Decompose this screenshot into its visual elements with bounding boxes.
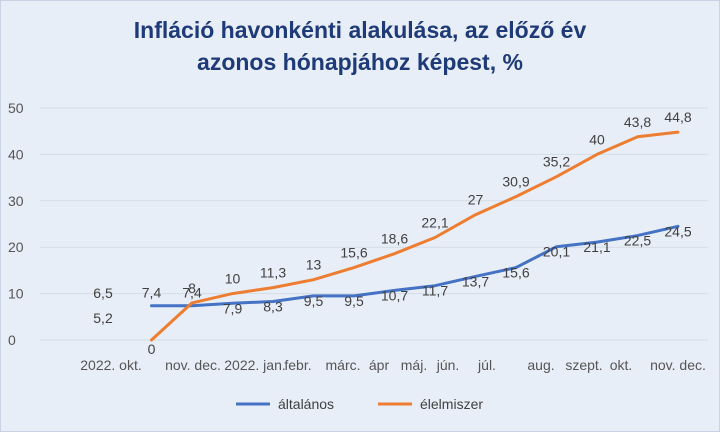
x-tick-label: márc. bbox=[326, 357, 361, 373]
data-label: 8 bbox=[188, 280, 196, 296]
data-label: 13 bbox=[306, 257, 322, 273]
x-tick-label: máj. bbox=[401, 357, 427, 373]
data-label: 27 bbox=[468, 192, 484, 208]
data-label: 21,1 bbox=[583, 239, 610, 255]
data-label: 6,5 bbox=[93, 285, 113, 301]
data-label: 0 bbox=[148, 341, 156, 357]
data-label: 35,2 bbox=[543, 154, 570, 170]
data-label: 44,8 bbox=[664, 109, 691, 125]
x-tick-label: nov. dec. bbox=[650, 357, 706, 373]
chart-title: Infláció havonkénti alakulása, az előző … bbox=[0, 14, 720, 78]
x-tick-label: nov. dec. bbox=[165, 357, 221, 373]
data-label: 15,6 bbox=[340, 245, 367, 261]
x-tick-label: ápr bbox=[369, 357, 390, 373]
series-line-élelmiszer bbox=[150, 130, 680, 342]
data-label: 7,4 bbox=[182, 285, 202, 301]
x-tick-label: szept. bbox=[565, 357, 602, 373]
data-label: 43,8 bbox=[624, 114, 651, 130]
data-label: 24,5 bbox=[664, 223, 691, 239]
data-label: 20,1 bbox=[543, 244, 570, 260]
y-tick-label: 20 bbox=[8, 239, 24, 255]
data-label: 11,7 bbox=[422, 283, 448, 299]
data-label: 9,5 bbox=[304, 293, 324, 309]
chart-title-line1: Infláció havonkénti alakulása, az előző … bbox=[133, 17, 587, 43]
series-line-általános bbox=[150, 224, 680, 308]
y-tick-label: 30 bbox=[8, 193, 24, 209]
data-label: 5,2 bbox=[93, 310, 113, 326]
x-tick-label: jún. bbox=[436, 357, 460, 373]
y-tick-label: 40 bbox=[8, 146, 24, 162]
data-label: 13,7 bbox=[462, 273, 489, 289]
data-label: 40 bbox=[589, 131, 605, 147]
data-label: 15,6 bbox=[502, 265, 529, 281]
data-label: 10 bbox=[225, 271, 241, 287]
data-label: 30,9 bbox=[502, 174, 529, 190]
chart-title-line2: azonos hónapjához képest, % bbox=[197, 49, 523, 75]
data-label: 22,5 bbox=[624, 233, 651, 249]
x-tick-label: aug. bbox=[527, 357, 554, 373]
y-tick-label: 10 bbox=[8, 286, 24, 302]
y-tick-label: 0 bbox=[8, 332, 16, 348]
data-label: 10,7 bbox=[381, 287, 408, 303]
data-label: 9,5 bbox=[344, 293, 364, 309]
x-tick-label: okt. bbox=[610, 357, 633, 373]
data-label: 7,9 bbox=[223, 300, 243, 316]
data-label: 22,1 bbox=[421, 214, 448, 230]
legend-label: élelmiszer bbox=[420, 396, 483, 412]
data-label: 8,3 bbox=[263, 298, 283, 314]
x-tick-label: 2022. okt. bbox=[80, 357, 142, 373]
x-tick-label: febr. bbox=[284, 357, 311, 373]
legend-label: általános bbox=[278, 396, 334, 412]
x-tick-label: júl. bbox=[477, 357, 496, 373]
y-tick-label: 50 bbox=[8, 100, 24, 116]
data-label: 7,4 bbox=[142, 285, 162, 301]
data-label: 11,3 bbox=[260, 265, 286, 281]
data-label: 18,6 bbox=[381, 231, 408, 247]
x-tick-label: 2022. jan. bbox=[224, 357, 286, 373]
